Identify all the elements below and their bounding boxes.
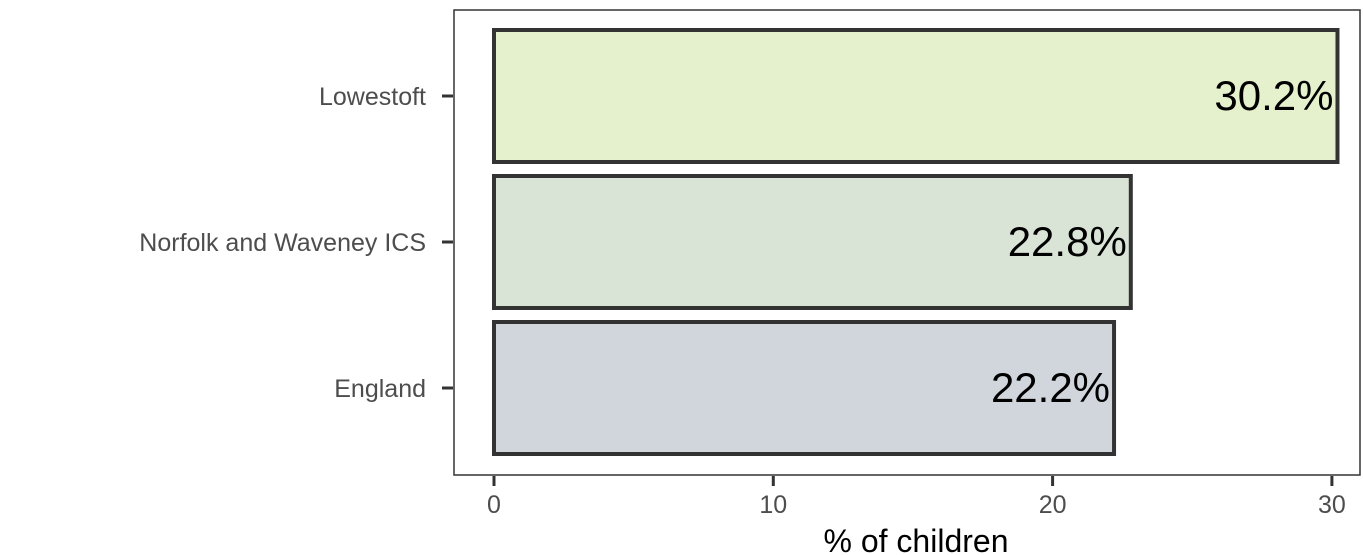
y-tick-label: Lowestoft [319,83,426,111]
data-label: 22.2% [991,364,1110,411]
x-axis: 0 10 20 30 [487,476,1346,519]
y-axis: Lowestoft Norfolk and Waveney ICS England [139,83,453,403]
bars-group: 30.2% 22.8% 22.2% [492,28,1340,456]
x-axis-title: % of children [824,523,1009,555]
bar-lowestoft [492,28,1340,164]
x-tick-label: 30 [1318,491,1346,519]
y-tick-label: England [334,375,426,403]
bar-england [492,320,1117,456]
x-tick-label: 20 [1039,491,1067,519]
data-label: 22.8% [1008,218,1127,265]
x-tick-label: 0 [487,491,501,519]
data-label: 30.2% [1214,72,1333,119]
x-tick-label: 10 [759,491,787,519]
y-tick-label: Norfolk and Waveney ICS [139,229,426,257]
bar-norfolk-and-waveney-ics [492,174,1133,310]
